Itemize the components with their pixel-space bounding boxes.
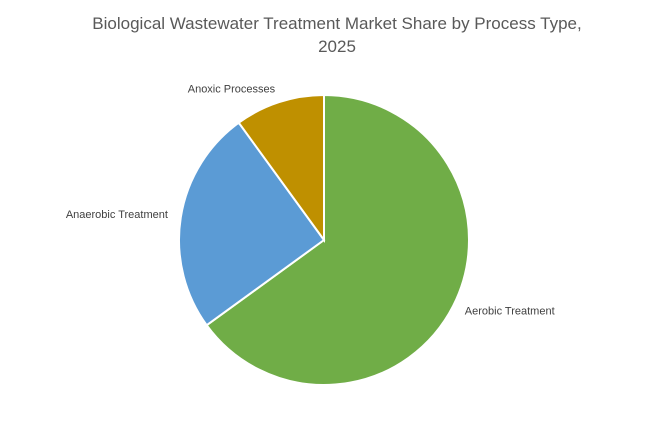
pie-slice bbox=[178, 121, 326, 327]
slice-label: Aerobic Treatment bbox=[465, 306, 555, 318]
slice-label: Anoxic Processes bbox=[188, 84, 276, 96]
chart-title: Biological Wastewater Treatment Market S… bbox=[92, 14, 582, 56]
pie-slice bbox=[205, 93, 470, 386]
pie-slice bbox=[237, 93, 325, 244]
slice-label: Anaerobic Treatment bbox=[66, 209, 168, 221]
